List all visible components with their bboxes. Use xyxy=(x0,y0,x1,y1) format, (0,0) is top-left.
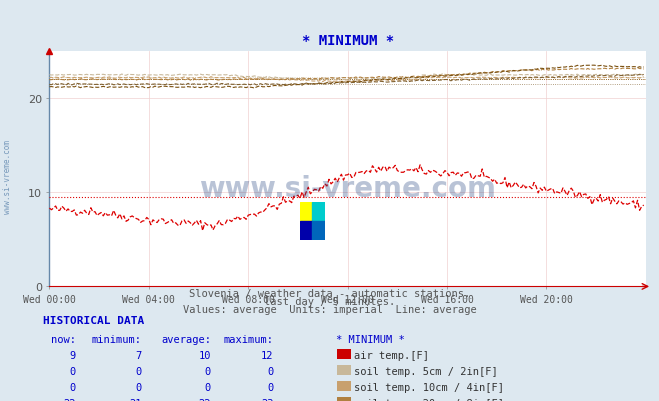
Text: 9: 9 xyxy=(70,350,76,360)
Text: soil temp. 5cm / 2in[F]: soil temp. 5cm / 2in[F] xyxy=(354,366,498,376)
Bar xyxy=(312,203,325,221)
Text: 0: 0 xyxy=(70,382,76,392)
Text: 0: 0 xyxy=(268,382,273,392)
Text: HISTORICAL DATA: HISTORICAL DATA xyxy=(43,315,144,325)
Text: 0: 0 xyxy=(205,382,211,392)
Text: 21: 21 xyxy=(129,398,142,401)
Text: soil temp. 10cm / 4in[F]: soil temp. 10cm / 4in[F] xyxy=(354,382,504,392)
Text: 0: 0 xyxy=(268,366,273,376)
Title: * MINIMUM *: * MINIMUM * xyxy=(302,34,393,48)
Text: now:: now: xyxy=(51,334,76,344)
Text: Slovenia / weather data - automatic stations.: Slovenia / weather data - automatic stat… xyxy=(189,288,470,298)
Text: 12: 12 xyxy=(261,350,273,360)
Text: last day / 5 minutes.: last day / 5 minutes. xyxy=(264,296,395,306)
Text: * MINIMUM *: * MINIMUM * xyxy=(336,334,405,344)
Text: www.si-vreme.com: www.si-vreme.com xyxy=(199,174,496,202)
Text: average:: average: xyxy=(161,334,211,344)
Text: Values: average  Units: imperial  Line: average: Values: average Units: imperial Line: av… xyxy=(183,304,476,314)
Text: maximum:: maximum: xyxy=(223,334,273,344)
Text: 22: 22 xyxy=(63,398,76,401)
Bar xyxy=(300,221,312,241)
Text: 10: 10 xyxy=(198,350,211,360)
Text: soil temp. 20cm / 8in[F]: soil temp. 20cm / 8in[F] xyxy=(354,398,504,401)
Bar xyxy=(300,203,312,221)
Text: 22: 22 xyxy=(198,398,211,401)
Text: minimum:: minimum: xyxy=(92,334,142,344)
Text: 0: 0 xyxy=(205,366,211,376)
Text: 0: 0 xyxy=(136,366,142,376)
Text: 0: 0 xyxy=(70,366,76,376)
Text: www.si-vreme.com: www.si-vreme.com xyxy=(3,140,13,213)
Text: 0: 0 xyxy=(136,382,142,392)
Text: air temp.[F]: air temp.[F] xyxy=(354,350,429,360)
Text: 7: 7 xyxy=(136,350,142,360)
Text: 23: 23 xyxy=(261,398,273,401)
Bar xyxy=(312,221,325,241)
